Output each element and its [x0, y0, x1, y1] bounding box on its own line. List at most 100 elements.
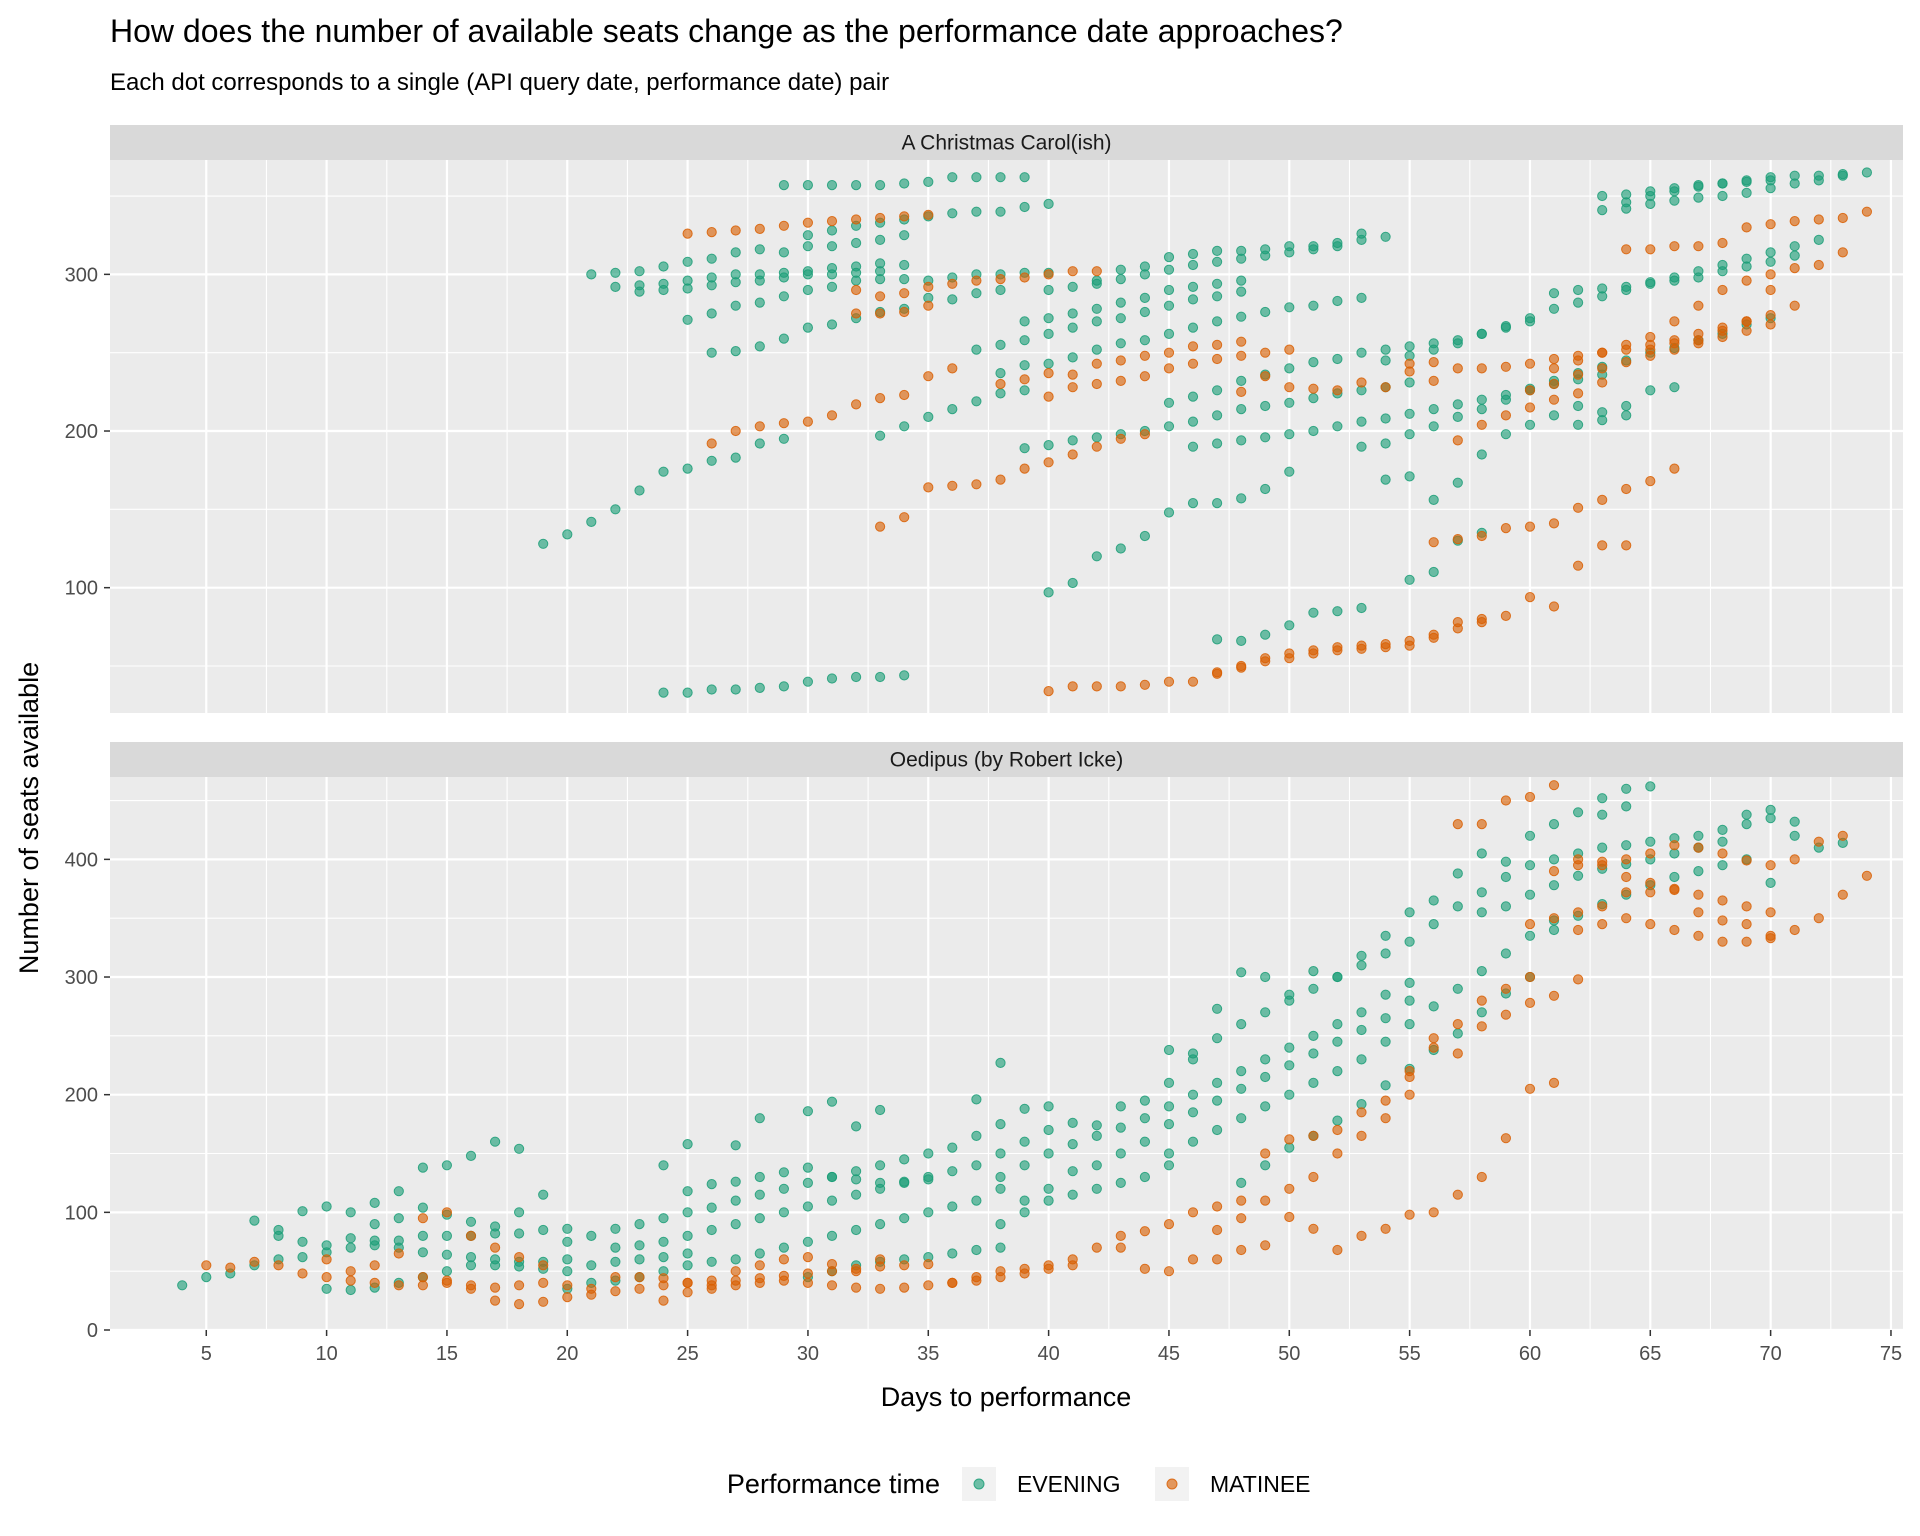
data-point [1212, 667, 1223, 678]
data-point [1139, 1113, 1151, 1124]
data-point [778, 1167, 790, 1178]
data-point [1765, 310, 1776, 321]
data-point [995, 339, 1006, 350]
data-point [1139, 371, 1151, 382]
data-point [1067, 681, 1078, 692]
data-point [1693, 830, 1704, 841]
data-point [177, 1280, 188, 1291]
data-point [1548, 363, 1560, 374]
data-point [802, 1162, 814, 1173]
data-point [1163, 1266, 1175, 1277]
data-point [1645, 344, 1656, 355]
data-point [1428, 895, 1439, 906]
data-point [730, 300, 741, 311]
legend-title: Performance time [727, 1469, 940, 1499]
data-point [995, 378, 1006, 390]
data-point [1212, 245, 1223, 256]
data-point [995, 274, 1006, 285]
data-point [1236, 350, 1247, 361]
data-point [273, 1260, 284, 1271]
data-point [1597, 283, 1608, 294]
data-point [1524, 1083, 1536, 1094]
data-point [321, 1254, 332, 1265]
data-point [1067, 308, 1078, 319]
data-point [1163, 397, 1175, 408]
data-point [1260, 306, 1271, 318]
data-point [1765, 269, 1776, 280]
data-point [610, 281, 621, 292]
data-point [1741, 855, 1752, 866]
y-tick-label: 100 [65, 578, 98, 600]
data-point [1765, 175, 1776, 186]
data-point [923, 300, 934, 311]
data-point [1524, 997, 1536, 1009]
data-point [826, 673, 838, 684]
data-point [1260, 244, 1271, 255]
data-point [875, 274, 886, 285]
data-point [1548, 780, 1560, 791]
data-point [1091, 441, 1102, 452]
data-point [1284, 241, 1295, 252]
data-point [1332, 1115, 1343, 1126]
data-point [923, 1174, 934, 1185]
data-point [730, 1176, 741, 1187]
data-point [1380, 438, 1391, 449]
data-point [1187, 1089, 1199, 1100]
data-point [1332, 1244, 1343, 1256]
data-point [1212, 339, 1223, 350]
data-point [1404, 358, 1415, 369]
data-point [1163, 1148, 1175, 1159]
data-point [1139, 335, 1151, 346]
data-point [851, 180, 862, 191]
data-point [1332, 606, 1343, 617]
data-point [1019, 1207, 1030, 1218]
data-point [1284, 1060, 1295, 1071]
data-point [1356, 950, 1367, 961]
data-point [249, 1215, 260, 1226]
data-point [1163, 328, 1175, 339]
data-point [1139, 679, 1151, 690]
data-point [754, 1113, 765, 1124]
data-point [1091, 1160, 1102, 1171]
data-point [1548, 518, 1560, 529]
data-point [1260, 1101, 1271, 1112]
data-point [995, 206, 1006, 217]
data-point [826, 1195, 838, 1206]
data-point [1524, 385, 1536, 396]
data-point [538, 538, 549, 549]
data-point [658, 1252, 669, 1263]
data-point [1428, 344, 1439, 355]
data-point [1573, 502, 1584, 513]
data-point [538, 1260, 549, 1271]
data-point [1356, 1024, 1367, 1036]
data-point [610, 1256, 621, 1267]
data-point [1308, 1030, 1319, 1042]
data-point [1765, 877, 1776, 889]
data-point [1380, 1113, 1391, 1124]
data-point [1524, 919, 1536, 930]
data-point [1476, 887, 1487, 898]
data-point [610, 1286, 621, 1297]
data-point [562, 1266, 573, 1277]
data-point [1380, 989, 1391, 1000]
data-point [658, 1213, 669, 1224]
data-point [1308, 983, 1319, 994]
data-point [995, 172, 1006, 183]
data-point [875, 212, 886, 224]
y-tick-label: 300 [65, 967, 98, 989]
data-point [1428, 1207, 1439, 1218]
facet-strip-label: A Christmas Carol(ish) [901, 132, 1111, 155]
data-point [1163, 1044, 1175, 1056]
data-point [345, 1275, 356, 1286]
data-point [1741, 819, 1752, 830]
y-tick-label: 300 [65, 264, 98, 286]
data-point [1115, 1122, 1126, 1133]
data-point [1573, 284, 1584, 296]
data-point [1043, 198, 1054, 209]
data-point [682, 687, 693, 698]
data-point [1597, 919, 1608, 930]
data-point [778, 247, 790, 258]
series-matinee [682, 206, 1873, 697]
data-point [1476, 449, 1487, 460]
data-point [1043, 686, 1054, 697]
